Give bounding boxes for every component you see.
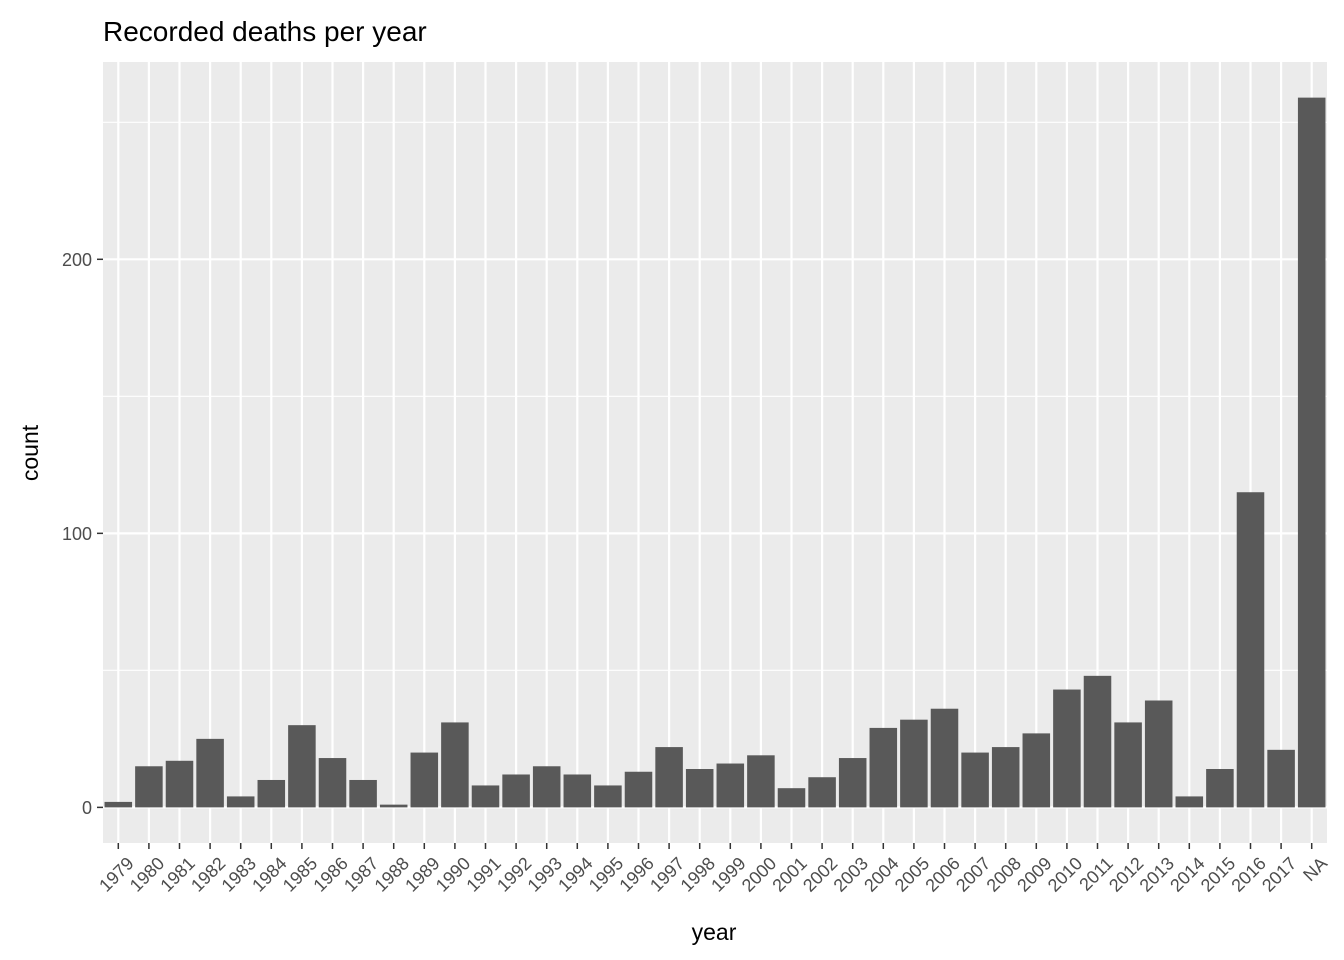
bar xyxy=(379,804,408,808)
x-tick-label: 2009 xyxy=(1013,853,1055,895)
x-tick-label: 2003 xyxy=(830,853,872,895)
x-tick-label: 2010 xyxy=(1044,853,1086,895)
bar xyxy=(808,777,836,808)
bar xyxy=(135,766,163,808)
x-tick-label: 1994 xyxy=(554,853,596,895)
bar xyxy=(563,774,592,808)
x-tick-label: 2005 xyxy=(891,853,933,895)
bar xyxy=(226,796,255,808)
x-tick-label: 1988 xyxy=(371,853,413,895)
x-tick-label: 1983 xyxy=(218,853,260,895)
bar xyxy=(747,755,775,808)
bar xyxy=(838,758,867,808)
bar xyxy=(410,752,439,808)
x-tick-label: 2008 xyxy=(983,853,1025,895)
x-axis-title: year xyxy=(692,919,737,945)
bar xyxy=(104,801,133,808)
bar xyxy=(1175,796,1204,808)
bar xyxy=(288,725,316,808)
x-tick-label: 2004 xyxy=(860,853,902,895)
x-tick-label: 1993 xyxy=(524,853,566,895)
x-tick-label: 2013 xyxy=(1136,853,1178,895)
x-tick-label: 2001 xyxy=(768,853,810,895)
bar xyxy=(165,760,194,808)
bar xyxy=(900,719,928,808)
bar xyxy=(1297,97,1326,808)
bar xyxy=(441,722,469,808)
bar xyxy=(502,774,530,808)
x-tick-label: 1999 xyxy=(707,853,749,895)
bar xyxy=(1144,700,1173,808)
bar xyxy=(532,766,561,808)
x-tick-label: 1986 xyxy=(309,853,351,895)
x-tick-label: 2000 xyxy=(738,853,780,895)
x-tick-label: 2012 xyxy=(1105,853,1147,895)
x-tick-label: 1990 xyxy=(432,853,474,895)
x-tick-label: 2015 xyxy=(1197,853,1239,895)
bar xyxy=(318,758,347,808)
x-tick-label: 2017 xyxy=(1258,853,1300,895)
y-tick-label: 200 xyxy=(62,250,92,270)
bar xyxy=(869,727,898,808)
bar xyxy=(1206,769,1234,808)
y-tick-label: 0 xyxy=(82,798,92,818)
bar xyxy=(196,738,224,808)
bar xyxy=(991,747,1020,808)
bar xyxy=(655,747,683,808)
bar xyxy=(1114,722,1142,808)
chart-title: Recorded deaths per year xyxy=(103,16,427,47)
bar xyxy=(471,785,500,808)
bar xyxy=(685,769,714,808)
x-tick-label: 1998 xyxy=(677,853,719,895)
x-tick-label: 2014 xyxy=(1166,853,1208,895)
x-tick-label: 1980 xyxy=(126,853,168,895)
x-tick-label: 2002 xyxy=(799,853,841,895)
x-tick-label: 2007 xyxy=(952,853,994,895)
bar xyxy=(1236,492,1265,808)
bar xyxy=(1267,749,1295,808)
bar xyxy=(349,779,377,808)
x-tick-label: 1985 xyxy=(279,853,321,895)
y-tick-label: 100 xyxy=(62,524,92,544)
plot-panel xyxy=(103,62,1327,843)
bar xyxy=(961,752,989,808)
x-tick-label: 1982 xyxy=(187,853,229,895)
bar xyxy=(1053,689,1081,808)
x-tick-label: NA xyxy=(1299,853,1331,885)
bar xyxy=(1022,733,1051,808)
x-tick-label: 1987 xyxy=(340,853,382,895)
bars xyxy=(104,97,1326,808)
x-tick-label: 1984 xyxy=(248,853,290,895)
x-tick-label: 1992 xyxy=(493,853,535,895)
x-tick-label: 1996 xyxy=(615,853,657,895)
bar xyxy=(1083,675,1112,808)
x-tick-label: 1979 xyxy=(95,853,137,895)
x-tick-label: 1995 xyxy=(585,853,627,895)
x-tick-label: 2016 xyxy=(1227,853,1269,895)
x-tick-label: 1981 xyxy=(156,853,198,895)
bar xyxy=(624,771,653,808)
x-tick-label: 1989 xyxy=(401,853,443,895)
x-tick-label: 1991 xyxy=(462,853,504,895)
x-tick-label: 2006 xyxy=(921,853,963,895)
x-tick-label: 1997 xyxy=(646,853,688,895)
y-axis: 0 100 200 xyxy=(62,250,103,818)
x-axis: 1979198019811982198319841985198619871988… xyxy=(95,843,1331,896)
bar xyxy=(594,785,622,808)
bar xyxy=(777,788,806,808)
bar xyxy=(716,763,745,808)
bar xyxy=(930,708,959,808)
bar xyxy=(257,779,286,808)
y-axis-title: count xyxy=(17,424,43,481)
